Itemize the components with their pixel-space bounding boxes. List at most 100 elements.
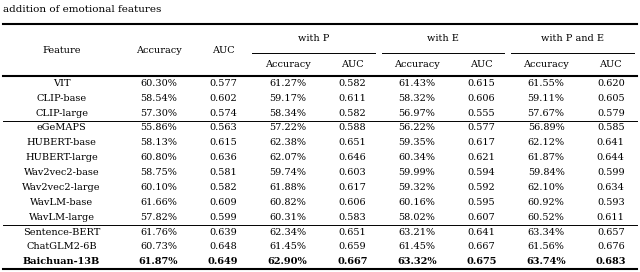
- Text: 0.611: 0.611: [597, 213, 625, 222]
- Text: 0.582: 0.582: [339, 79, 366, 88]
- Text: 58.32%: 58.32%: [399, 94, 435, 103]
- Text: 0.683: 0.683: [596, 257, 626, 266]
- Text: 62.38%: 62.38%: [269, 138, 306, 147]
- Text: 61.55%: 61.55%: [528, 79, 564, 88]
- Text: 61.27%: 61.27%: [269, 79, 307, 88]
- Text: 0.667: 0.667: [468, 242, 495, 252]
- Text: 0.641: 0.641: [468, 228, 495, 237]
- Text: 0.602: 0.602: [209, 94, 237, 103]
- Text: 59.35%: 59.35%: [399, 138, 435, 147]
- Text: 0.651: 0.651: [339, 228, 366, 237]
- Text: 0.579: 0.579: [597, 109, 625, 118]
- Text: AUC: AUC: [470, 60, 493, 69]
- Text: 0.657: 0.657: [597, 228, 625, 237]
- Text: 60.92%: 60.92%: [528, 198, 564, 207]
- Text: Baichuan-13B: Baichuan-13B: [23, 257, 100, 266]
- Text: 62.90%: 62.90%: [268, 257, 308, 266]
- Text: HUBERT-base: HUBERT-base: [27, 138, 97, 147]
- Text: 63.34%: 63.34%: [527, 228, 564, 237]
- Text: AUC: AUC: [600, 60, 622, 69]
- Text: 0.676: 0.676: [597, 242, 625, 252]
- Text: 0.648: 0.648: [209, 242, 237, 252]
- Text: 58.13%: 58.13%: [140, 138, 177, 147]
- Text: 0.585: 0.585: [597, 123, 625, 132]
- Text: 0.593: 0.593: [597, 198, 625, 207]
- Text: 0.615: 0.615: [209, 138, 237, 147]
- Text: 61.87%: 61.87%: [527, 153, 564, 162]
- Text: 59.84%: 59.84%: [528, 168, 564, 177]
- Text: 59.99%: 59.99%: [399, 168, 435, 177]
- Text: 0.594: 0.594: [468, 168, 495, 177]
- Text: 0.620: 0.620: [597, 79, 625, 88]
- Text: 0.583: 0.583: [339, 213, 366, 222]
- Text: 0.581: 0.581: [209, 168, 237, 177]
- Text: 55.86%: 55.86%: [140, 123, 177, 132]
- Text: 0.611: 0.611: [339, 94, 366, 103]
- Text: 0.644: 0.644: [597, 153, 625, 162]
- Text: 0.595: 0.595: [468, 198, 495, 207]
- Text: with P: with P: [298, 34, 330, 43]
- Text: addition of emotional features: addition of emotional features: [3, 5, 161, 14]
- Text: 59.11%: 59.11%: [527, 94, 564, 103]
- Text: Sentence-BERT: Sentence-BERT: [23, 228, 100, 237]
- Text: 60.31%: 60.31%: [269, 213, 306, 222]
- Text: 0.574: 0.574: [209, 109, 237, 118]
- Text: 57.82%: 57.82%: [140, 213, 177, 222]
- Text: 0.555: 0.555: [468, 109, 495, 118]
- Text: 0.599: 0.599: [597, 168, 625, 177]
- Text: 56.97%: 56.97%: [399, 109, 435, 118]
- Text: 56.89%: 56.89%: [528, 123, 564, 132]
- Text: 61.76%: 61.76%: [140, 228, 177, 237]
- Text: 0.617: 0.617: [339, 183, 366, 192]
- Text: 58.75%: 58.75%: [140, 168, 177, 177]
- Text: with E: with E: [427, 34, 459, 43]
- Text: 57.67%: 57.67%: [527, 109, 564, 118]
- Text: 61.45%: 61.45%: [269, 242, 306, 252]
- Text: 0.599: 0.599: [209, 213, 237, 222]
- Text: with P and E: with P and E: [541, 34, 604, 43]
- Text: 0.606: 0.606: [468, 94, 495, 103]
- Text: 0.588: 0.588: [339, 123, 366, 132]
- Text: ChatGLM2-6B: ChatGLM2-6B: [26, 242, 97, 252]
- Text: 61.43%: 61.43%: [398, 79, 435, 88]
- Text: 0.577: 0.577: [209, 79, 237, 88]
- Text: 61.56%: 61.56%: [528, 242, 564, 252]
- Text: VIT: VIT: [52, 79, 70, 88]
- Text: 59.17%: 59.17%: [269, 94, 306, 103]
- Text: 58.54%: 58.54%: [140, 94, 177, 103]
- Text: 60.80%: 60.80%: [140, 153, 177, 162]
- Text: 58.02%: 58.02%: [399, 213, 435, 222]
- Text: Accuracy: Accuracy: [394, 60, 440, 69]
- Text: 0.649: 0.649: [208, 257, 238, 266]
- Text: HUBERT-large: HUBERT-large: [25, 153, 98, 162]
- Text: 0.634: 0.634: [597, 183, 625, 192]
- Text: AUC: AUC: [341, 60, 364, 69]
- Text: 0.646: 0.646: [339, 153, 366, 162]
- Text: Feature: Feature: [42, 46, 81, 55]
- Text: 0.607: 0.607: [468, 213, 495, 222]
- Text: Accuracy: Accuracy: [265, 60, 310, 69]
- Text: 0.651: 0.651: [339, 138, 366, 147]
- Text: CLIP-base: CLIP-base: [36, 94, 86, 103]
- Text: 0.592: 0.592: [468, 183, 495, 192]
- Text: CLIP-large: CLIP-large: [35, 109, 88, 118]
- Text: 0.636: 0.636: [209, 153, 237, 162]
- Text: 60.73%: 60.73%: [140, 242, 177, 252]
- Text: 0.577: 0.577: [468, 123, 495, 132]
- Text: 60.16%: 60.16%: [399, 198, 435, 207]
- Text: 62.10%: 62.10%: [527, 183, 564, 192]
- Text: 56.22%: 56.22%: [399, 123, 435, 132]
- Text: 62.12%: 62.12%: [527, 138, 564, 147]
- Text: 63.21%: 63.21%: [398, 228, 435, 237]
- Text: 63.32%: 63.32%: [397, 257, 436, 266]
- Text: 62.34%: 62.34%: [269, 228, 307, 237]
- Text: 0.667: 0.667: [337, 257, 367, 266]
- Text: 0.582: 0.582: [209, 183, 237, 192]
- Text: 60.34%: 60.34%: [399, 153, 435, 162]
- Text: 59.74%: 59.74%: [269, 168, 306, 177]
- Text: 60.10%: 60.10%: [140, 183, 177, 192]
- Text: 62.07%: 62.07%: [269, 153, 306, 162]
- Text: 0.621: 0.621: [468, 153, 495, 162]
- Text: 0.609: 0.609: [209, 198, 237, 207]
- Text: 0.659: 0.659: [339, 242, 366, 252]
